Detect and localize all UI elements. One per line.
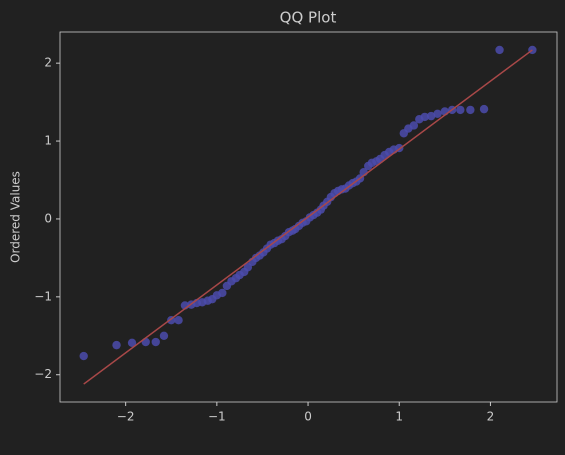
- data-point: [495, 45, 504, 55]
- x-tick-label: 2: [487, 410, 495, 424]
- data-point: [127, 338, 137, 347]
- data-point: [112, 340, 121, 350]
- y-tick-label: 1: [44, 134, 52, 148]
- data-point: [79, 351, 88, 361]
- data-point: [433, 109, 442, 118]
- data-point: [141, 337, 150, 347]
- data-point: [420, 112, 429, 122]
- fit-line: [83, 49, 533, 385]
- x-tick-label: 0: [304, 410, 312, 424]
- data-point: [151, 337, 160, 347]
- y-tick-label: −2: [34, 367, 52, 381]
- data-point: [159, 331, 169, 340]
- data-point: [466, 105, 475, 115]
- y-tick-label: −1: [34, 289, 52, 303]
- x-tick-label: −1: [208, 410, 226, 424]
- data-point: [409, 121, 419, 130]
- data-point: [456, 105, 465, 115]
- x-tick-label: −2: [117, 410, 135, 424]
- data-point: [426, 111, 436, 121]
- data-point: [479, 104, 489, 114]
- data-point: [218, 288, 227, 298]
- y-tick-label: 2: [44, 56, 52, 70]
- chart-title: QQ Plot: [280, 9, 337, 27]
- x-tick-label: 1: [395, 410, 403, 424]
- y-tick-label: 0: [44, 211, 52, 225]
- y-axis-label: Ordered Values: [9, 171, 23, 263]
- data-point: [174, 316, 183, 325]
